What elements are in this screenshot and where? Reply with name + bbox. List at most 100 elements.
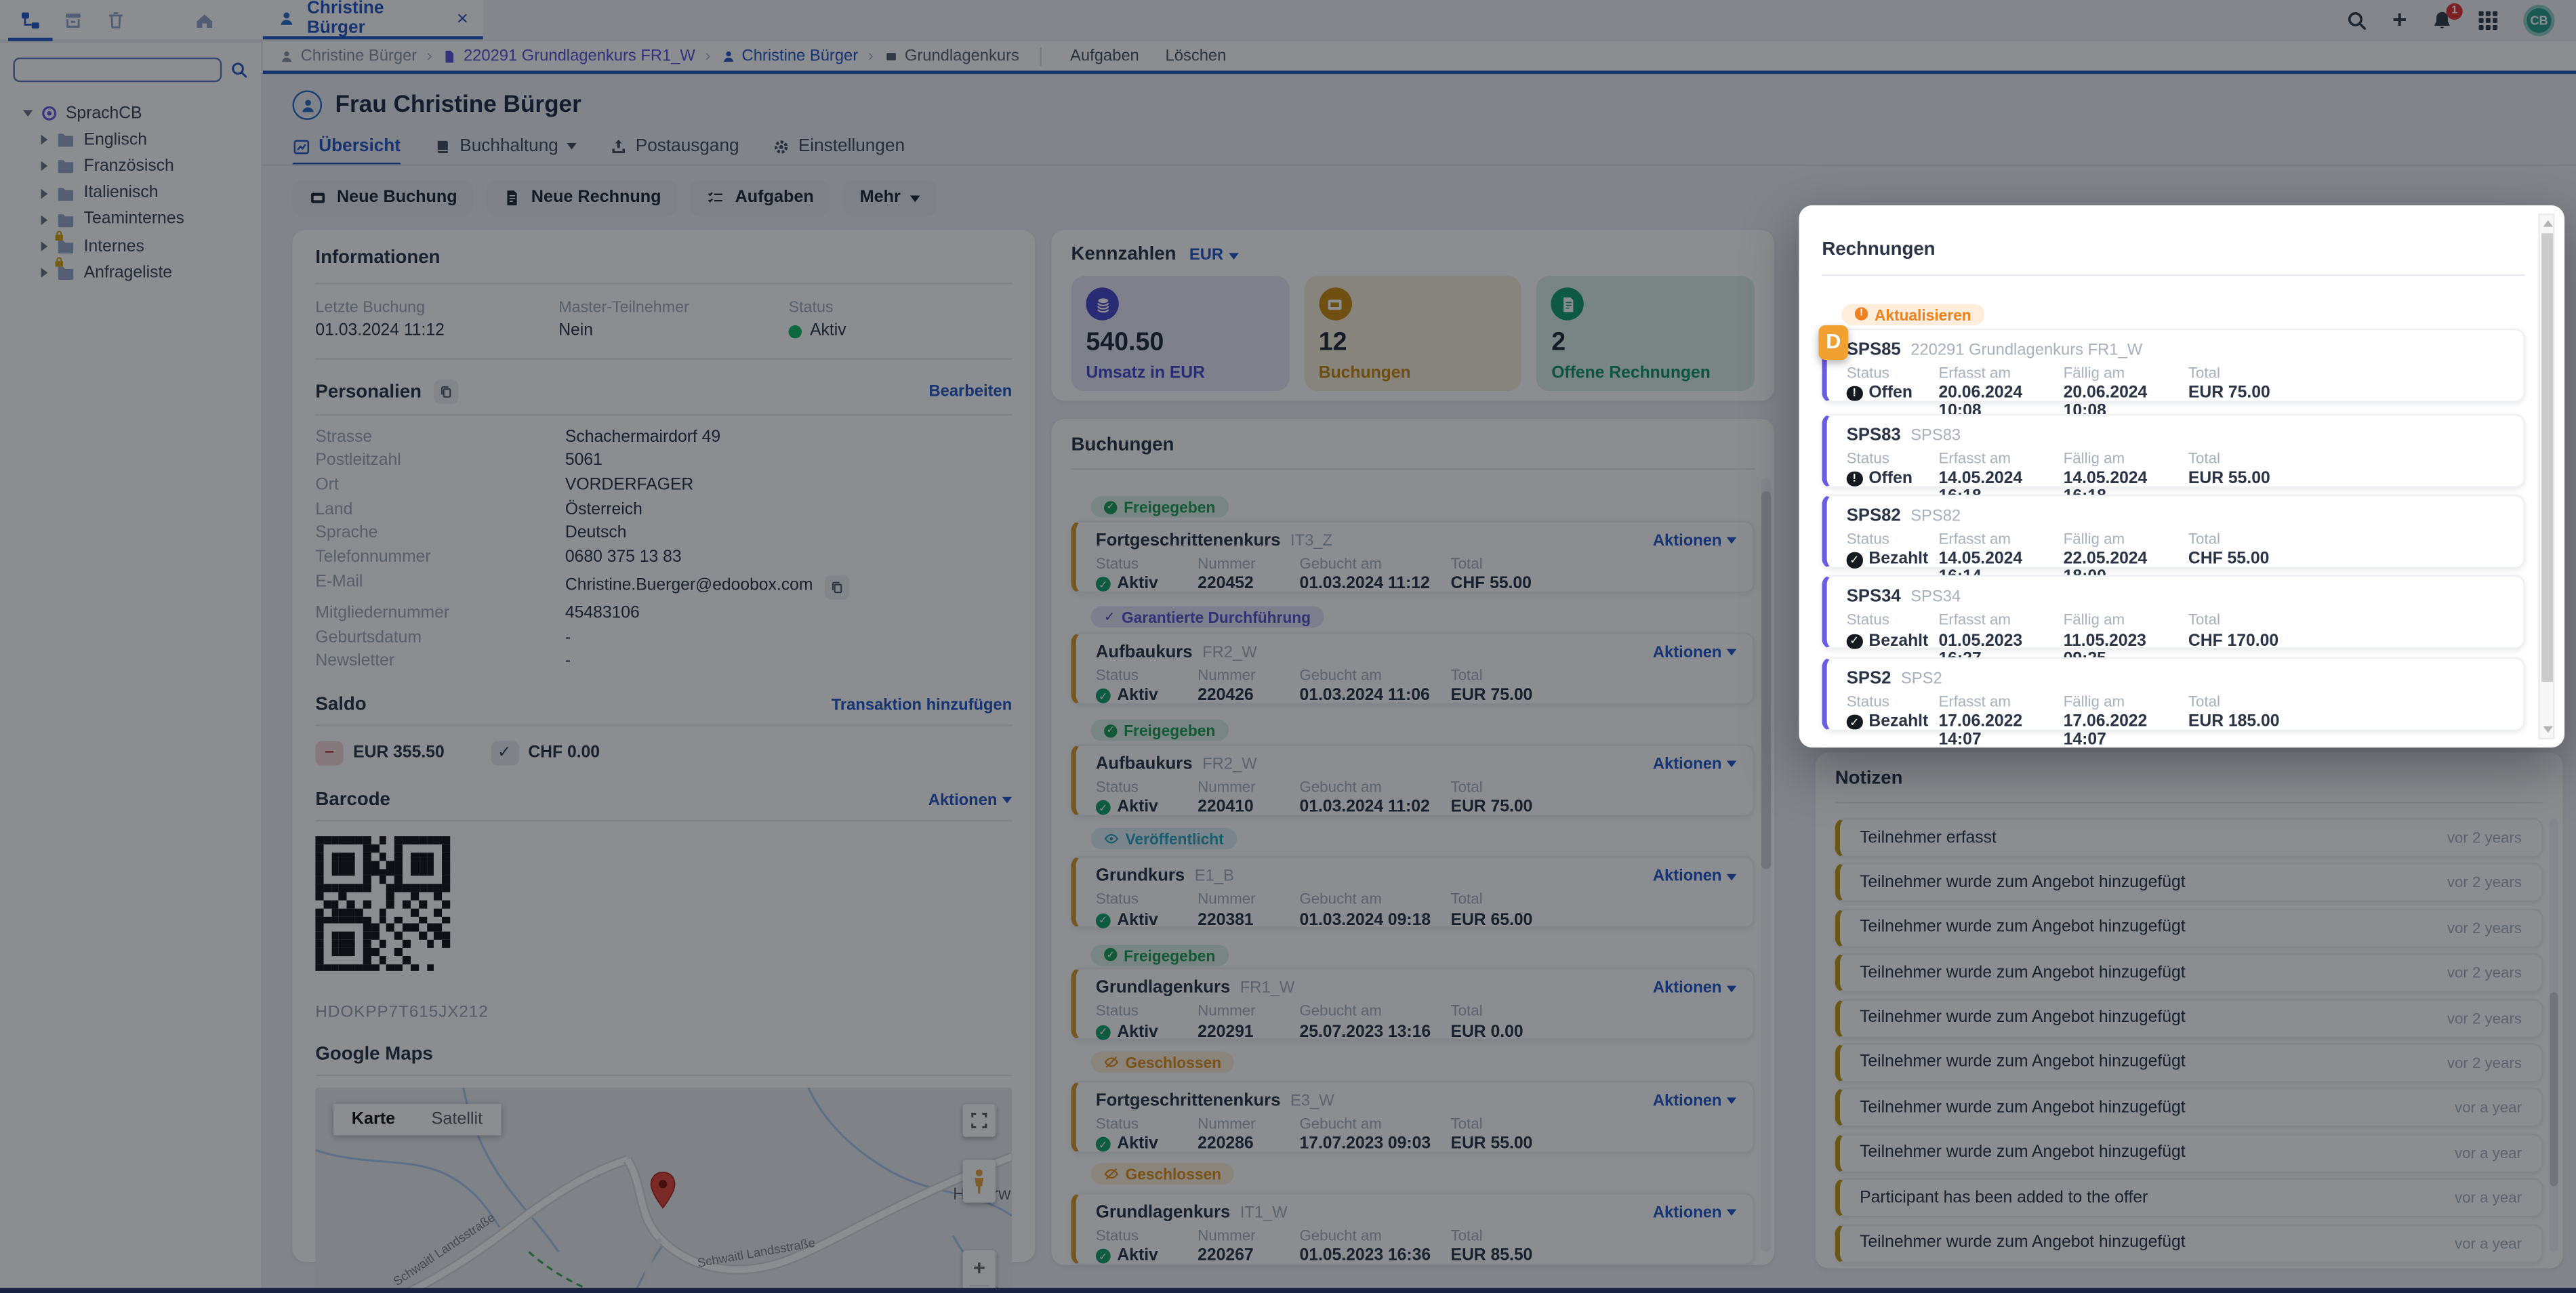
map-mode-satellit[interactable]: Satellit <box>413 1105 501 1136</box>
tab-postausgang[interactable]: Postausgang <box>609 136 739 166</box>
sidebar-item-internes[interactable]: Internes <box>0 230 261 260</box>
copy-icon[interactable] <box>824 574 849 600</box>
trash-icon[interactable] <box>105 9 127 30</box>
user-avatar[interactable]: CB <box>2523 4 2555 36</box>
bearbeiten-link[interactable]: Bearbeiten <box>928 382 1013 401</box>
scrollbar-thumb[interactable] <box>2550 991 2558 1187</box>
rechnung-card[interactable]: SPS83 SPS83 Status! Offen Erfasst am 14.05.… <box>1822 413 2525 506</box>
card-icon <box>1318 287 1352 321</box>
tab-close-icon[interactable]: × <box>456 6 468 30</box>
aktionen-link[interactable]: Aktionen <box>1653 756 1737 774</box>
divider <box>315 1075 1013 1077</box>
scrollbar[interactable] <box>2550 818 2558 1252</box>
chevron-right-icon[interactable] <box>41 241 48 252</box>
breadcrumb-item[interactable]: Christine Bürger <box>279 47 417 65</box>
kpi-label: Offene Rechnungen <box>1551 365 1711 383</box>
breadcrumb-item[interactable]: Grundlagenkurs <box>883 47 1019 65</box>
notiz-item[interactable]: Teilnehmer wurde zum Angebot hinzugefügt… <box>1835 863 2543 903</box>
tree-view-icon[interactable] <box>8 9 53 41</box>
aufgaben-button[interactable]: Aufgaben <box>691 180 831 216</box>
aktionen-link[interactable]: Aktionen <box>1653 1092 1737 1110</box>
col-label: Nummer <box>1198 1227 1256 1244</box>
sidebar-item-englisch[interactable]: Englisch <box>0 127 261 153</box>
scrollbar-thumb[interactable] <box>2540 233 2552 682</box>
scrollbar[interactable] <box>2538 213 2555 739</box>
notiz-text: Participant has been added to the offer <box>1860 1189 2148 1208</box>
rechnung-card[interactable]: SPS2 SPS2 Status ✓ Bezahlt Erfasst am 17.06.… <box>1822 656 2525 750</box>
sidebar-item-italienisch[interactable]: Italienisch <box>0 180 261 207</box>
mehr-button[interactable]: Mehr <box>843 180 937 216</box>
sidebar-item-anfrageliste[interactable]: Anfrageliste <box>0 257 261 286</box>
rechnung-card[interactable]: SPS82 SPS82 Status ✓ Bezahlt Erfasst am 14.0… <box>1822 494 2525 587</box>
aktionen-link[interactable]: Aktionen <box>1653 532 1737 550</box>
apps-grid-icon[interactable] <box>2478 9 2499 30</box>
aktionen-link[interactable]: Aktionen <box>1653 867 1737 886</box>
chevron-right-icon[interactable] <box>41 215 48 225</box>
notiz-item[interactable]: Teilnehmer wurde zum Angebot hinzugefügt… <box>1835 1133 2543 1173</box>
breadcrumb-label: 220291 Grundlagenkurs FR1_W <box>463 47 695 65</box>
add-icon[interactable]: + <box>2392 5 2407 34</box>
nummer-value: 220426 <box>1198 687 1254 705</box>
aufgaben-action[interactable]: Aufgaben <box>1063 47 1139 65</box>
transaktion-hinzufuegen-link[interactable]: Transaktion hinzufügen <box>831 696 1013 715</box>
notiz-item[interactable]: Teilnehmer wurde zum Angebot hinzugefügt… <box>1835 1043 2543 1083</box>
home-icon[interactable] <box>194 9 216 30</box>
map-mode-karte[interactable]: Karte <box>333 1105 413 1136</box>
scrollbar-thumb[interactable] <box>1761 491 1772 869</box>
rechnung-card[interactable]: SPS34 SPS34 Status ✓ Bezahlt Erfasst am 01.0… <box>1822 575 2525 668</box>
chevron-right-icon[interactable] <box>41 135 48 146</box>
neue-buchung-button[interactable]: Neue Buchung <box>292 180 474 216</box>
tab-christine-buerger[interactable]: Christine Bürger × <box>262 0 483 40</box>
status-value: Aktiv <box>1117 687 1158 705</box>
archive-icon[interactable] <box>62 9 84 30</box>
col-label: Status <box>1095 554 1139 571</box>
status-badge-aktualisieren: ! Aktualisieren <box>1841 303 1985 325</box>
barcode-aktionen-link[interactable]: Aktionen <box>928 792 1013 810</box>
fullscreen-icon[interactable] <box>962 1105 996 1138</box>
field-label: Sprache <box>315 525 378 543</box>
buchung-group: Geschlossen Grundlagenkurs IT1_W Aktionen… <box>1071 1160 1755 1265</box>
sidebar-item-teaminternes[interactable]: Teaminternes <box>0 207 261 233</box>
chevron-right-icon[interactable] <box>41 188 48 199</box>
chevron-right-icon[interactable] <box>41 268 48 279</box>
notiz-item[interactable]: Teilnehmer erfasst vor 2 years <box>1835 818 2543 858</box>
kpi-buchungen: 12 Buchungen <box>1303 276 1522 392</box>
sidebar-item-franzoesisch[interactable]: Französisch <box>0 153 261 180</box>
chevron-down-icon <box>1726 1209 1737 1216</box>
divider <box>315 413 1013 416</box>
aktionen-link[interactable]: Aktionen <box>1653 980 1737 998</box>
search-icon[interactable] <box>2346 9 2368 30</box>
pegman-icon[interactable] <box>962 1160 996 1204</box>
chevron-down-icon[interactable] <box>22 110 33 117</box>
notifications-bell-icon[interactable]: 1 <box>2432 2 2463 30</box>
notiz-item[interactable]: Participant has been added to the offer v… <box>1835 1178 2543 1218</box>
neue-rechnung-button[interactable]: Neue Rechnung <box>487 180 678 216</box>
notiz-item[interactable]: Teilnehmer wurde zum Angebot hinzugefügt… <box>1835 953 2543 993</box>
currency-selector[interactable]: EUR <box>1189 247 1238 264</box>
saldo-value: CHF 0.00 <box>528 745 600 763</box>
notiz-item[interactable]: Teilnehmer wurde zum Angebot hinzugefügt… <box>1835 908 2543 948</box>
breadcrumb-item[interactable]: 220291 Grundlagenkurs FR1_W <box>442 47 695 65</box>
chevron-right-icon[interactable] <box>41 161 48 172</box>
aktionen-link[interactable]: Aktionen <box>1653 1204 1737 1222</box>
search-icon[interactable] <box>230 61 248 79</box>
zoom-in-button[interactable]: + <box>973 1255 985 1280</box>
aktionen-link[interactable]: Aktionen <box>1653 644 1737 662</box>
notiz-item[interactable]: Teilnehmer wurde zum Angebot hinzugefügt… <box>1835 1223 2543 1263</box>
loeschen-action[interactable]: Löschen <box>1159 47 1227 65</box>
google-map[interactable]: Schwaitl Landsstraße Schwaitl Landsstraß… <box>315 1088 1013 1293</box>
scrollbar[interactable] <box>1761 478 1772 1252</box>
copy-icon[interactable] <box>432 379 458 405</box>
notiz-item[interactable]: Teilnehmer wurde zum Angebot hinzugefügt… <box>1835 998 2543 1038</box>
col-label: Nummer <box>1198 890 1256 907</box>
tab-einstellungen[interactable]: Einstellungen <box>772 136 905 166</box>
action-label: Löschen <box>1165 47 1227 65</box>
notiz-item[interactable]: Teilnehmer wurde zum Angebot hinzugefügt… <box>1835 1088 2543 1128</box>
buchung-card: Aufbaukurs FR2_W Aktionen Status ✓ Aktiv Nu… <box>1071 632 1755 705</box>
sidebar-search-input[interactable] <box>13 57 222 83</box>
rechnung-card[interactable]: D SPS85 220291 Grundlagenkurs FR1_W Statu… <box>1818 324 2525 421</box>
total-value: EUR 185.00 <box>2188 713 2280 732</box>
tab-buchhaltung[interactable]: Buchhaltung <box>434 136 577 166</box>
tree-root-sprachcb[interactable]: SprachCB <box>0 100 261 127</box>
breadcrumb-item[interactable]: Christine Bürger <box>720 47 858 65</box>
